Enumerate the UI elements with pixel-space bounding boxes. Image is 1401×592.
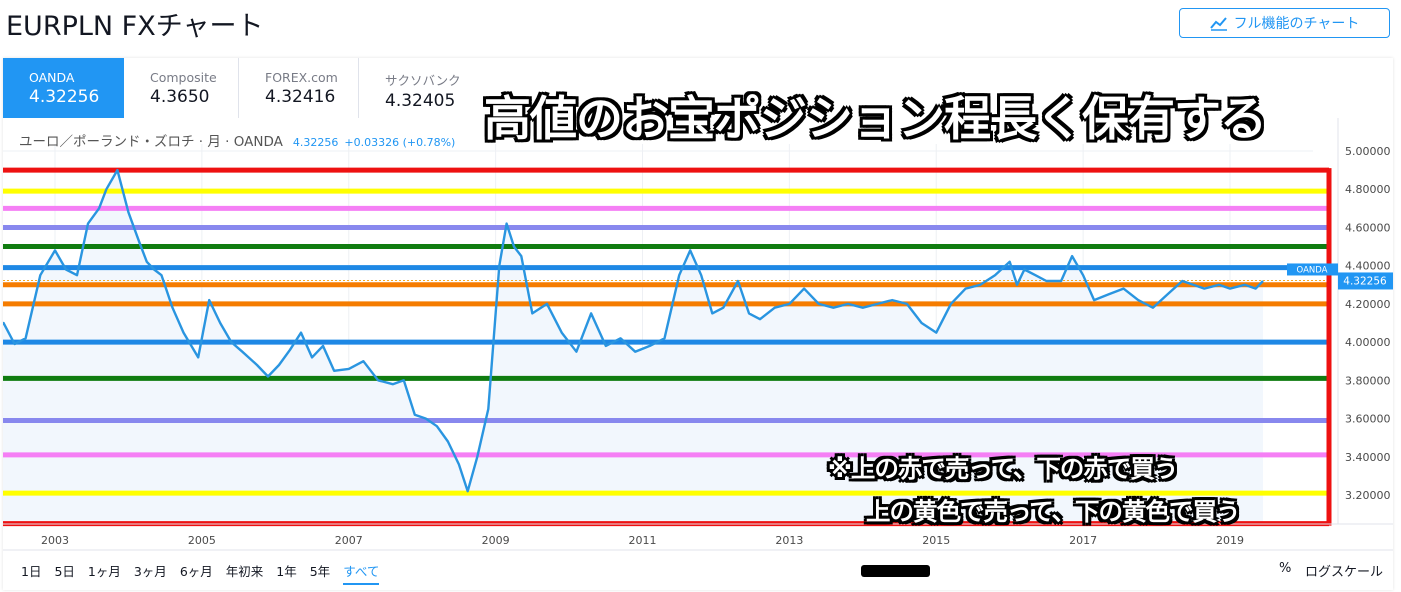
timeframe-3m[interactable]: 3ヶ月	[133, 564, 167, 579]
overlay-title: 高値のお宝ポジション程長く保有する	[484, 92, 1267, 147]
chart-widget: 5.00000 4.80000 4.60000 4.40000 4.20000 4.000…	[3, 58, 1393, 590]
price-tick-label: 4.80000	[1345, 183, 1391, 196]
price-tick-label: 4.20000	[1345, 298, 1391, 311]
price-tick-label: 4.00000	[1345, 336, 1391, 349]
time-tick-label: 2013	[775, 534, 803, 547]
time-tick-label: 2005	[188, 534, 216, 547]
tab-value: 4.32256	[29, 87, 100, 107]
price-badge-bg	[1338, 272, 1393, 290]
timeframe-1d[interactable]: 1日	[21, 564, 42, 579]
timeframe-ytd[interactable]: 年初来	[225, 564, 264, 579]
tab-divider	[238, 58, 239, 118]
timeframe-all[interactable]: すべて	[343, 561, 380, 585]
redaction-bar	[861, 565, 930, 577]
series-line	[3, 168, 1264, 493]
timeframe-5d[interactable]: 5日	[54, 564, 75, 579]
tab-composite[interactable]: Composite 4.3650	[124, 58, 238, 118]
price-tick-label: 3.80000	[1345, 374, 1391, 387]
chart-legend: ユーロ／ポーランド・ズロチ · 月 · OANDA 4.32256 +0.03326…	[19, 130, 455, 150]
price-badge-label: OANDA	[1297, 265, 1328, 275]
time-tick-label: 2015	[922, 534, 950, 547]
time-tick-label: 2007	[335, 534, 363, 547]
legend-price: 4.32256	[292, 136, 339, 149]
timeframe-1y[interactable]: 1年	[276, 564, 297, 579]
timeframe-6m[interactable]: 6ヶ月	[179, 564, 213, 579]
price-chart[interactable]: 5.00000 4.80000 4.60000 4.40000 4.20000 4.000…	[3, 58, 1393, 590]
log-scale-toggle[interactable]: ログスケール	[1305, 565, 1384, 580]
tab-name: FOREX.com	[265, 70, 338, 85]
tab-divider	[358, 58, 359, 118]
timeframe-5y[interactable]: 5年	[309, 564, 331, 579]
timeframe-selector: 1日 5日 1ヶ月 3ヶ月 6ヶ月 年初来 1年 5年 すべて	[21, 561, 392, 585]
price-tick-label: 4.60000	[1345, 221, 1391, 234]
chart-icon	[1209, 17, 1227, 31]
price-badge-value: 4.32256	[1343, 275, 1387, 287]
time-tick-label: 2019	[1216, 534, 1244, 547]
tab-forex-com[interactable]: FOREX.com 4.32416	[239, 58, 358, 118]
time-tick-label: 2003	[41, 534, 69, 547]
timeframe-1m[interactable]: 1ヶ月	[87, 564, 121, 579]
price-tick-label: 3.20000	[1345, 489, 1391, 502]
legend-change: +0.03326 (+0.78%)	[344, 136, 456, 149]
price-badge-label-bg	[1287, 263, 1338, 276]
percent-toggle[interactable]: %	[1279, 561, 1292, 576]
page-title: EURPLN FXチャート	[6, 11, 264, 42]
time-tick-label: 2011	[629, 534, 657, 547]
time-tick-label: 2009	[482, 534, 510, 547]
tab-saxo[interactable]: サクソバンク 4.32405	[359, 58, 489, 118]
tab-value: 4.32405	[385, 91, 456, 111]
overlay-note-red: ※上の赤で売って、下の赤で買う	[828, 454, 1178, 483]
series-area	[3, 170, 1263, 524]
price-tick-label: 3.60000	[1345, 413, 1391, 426]
tab-value: 4.32416	[265, 87, 336, 107]
price-tick-label: 5.00000	[1345, 145, 1391, 158]
tab-name: Composite	[150, 70, 217, 85]
full-chart-button[interactable]: フル機能のチャート	[1179, 8, 1390, 38]
tab-oanda[interactable]: OANDA 4.32256	[3, 58, 124, 118]
tab-name: サクソバンク	[385, 73, 461, 88]
overlay-note-yellow: 上の黄色で売って、下の黄色で買う	[866, 497, 1241, 526]
tab-value: 4.3650	[150, 87, 210, 107]
tab-name: OANDA	[29, 70, 75, 85]
price-tick-label: 3.40000	[1345, 451, 1391, 464]
legend-symbol: ユーロ／ポーランド・ズロチ · 月 · OANDA	[19, 134, 283, 150]
price-tick-label: 4.40000	[1345, 260, 1391, 273]
time-tick-label: 2017	[1069, 534, 1097, 547]
full-chart-label: フル機能のチャート	[1233, 16, 1360, 32]
